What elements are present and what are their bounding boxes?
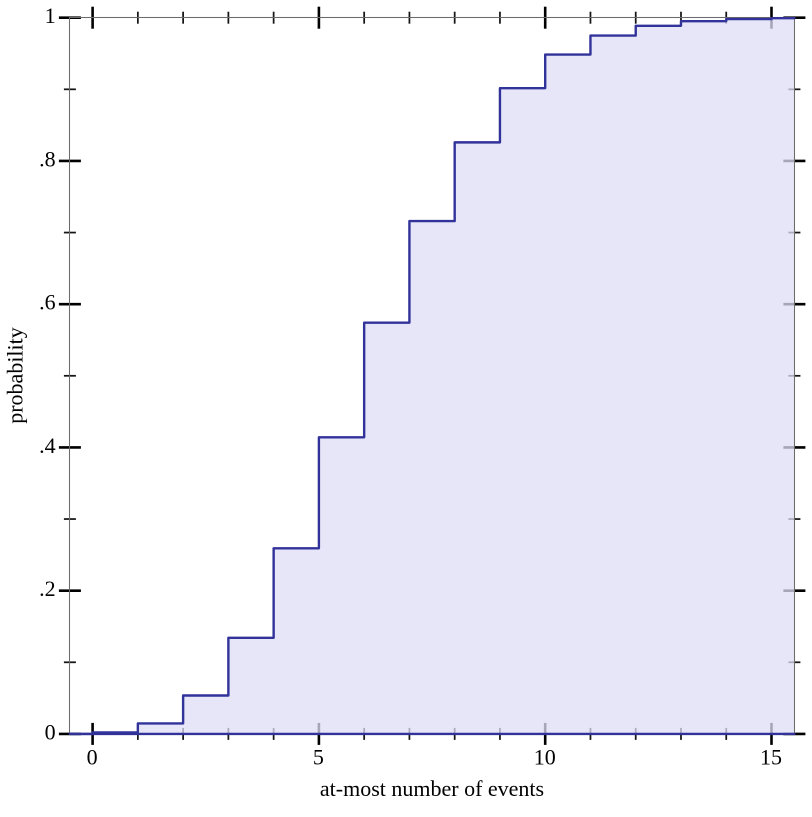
svg-text:.4: .4 <box>39 433 56 458</box>
svg-text:.8: .8 <box>39 146 56 171</box>
svg-text:probability: probability <box>2 327 27 424</box>
svg-text:15: 15 <box>760 744 782 769</box>
svg-text:.2: .2 <box>39 576 56 601</box>
svg-text:.6: .6 <box>39 290 56 315</box>
svg-text:10: 10 <box>534 744 556 769</box>
svg-text:1: 1 <box>45 3 56 28</box>
svg-text:5: 5 <box>313 744 324 769</box>
svg-text:at-most number of events: at-most number of events <box>320 776 544 801</box>
svg-text:0: 0 <box>45 719 56 744</box>
svg-text:0: 0 <box>87 744 98 769</box>
